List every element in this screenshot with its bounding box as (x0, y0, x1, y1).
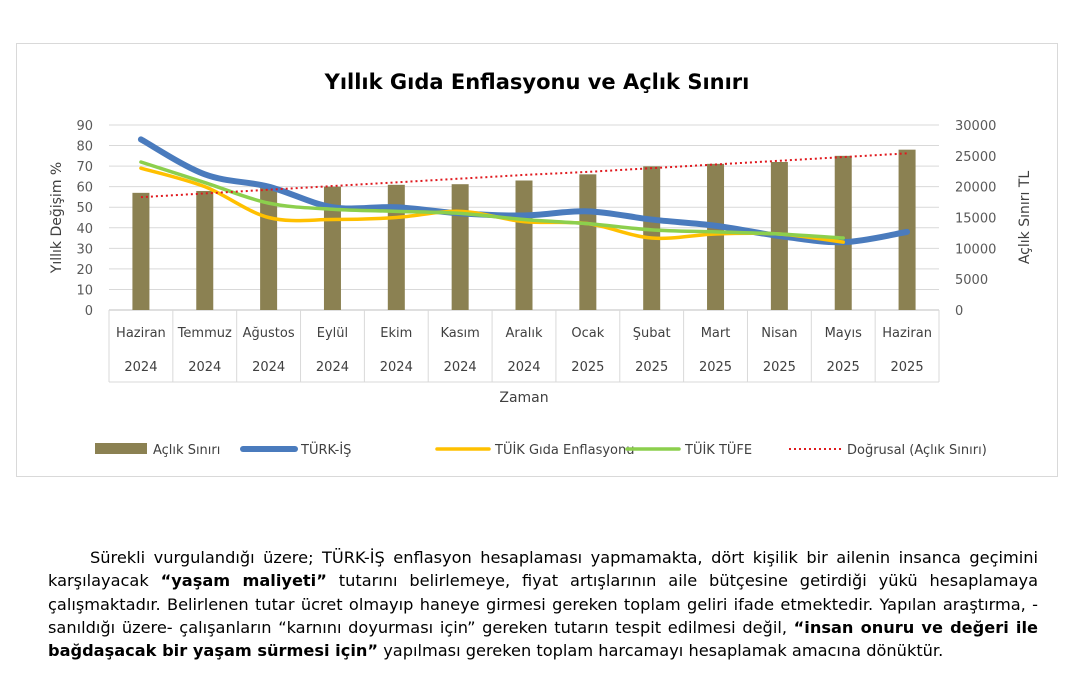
bar-aclik-siniri (515, 180, 533, 310)
legend-label: TÜİK Gıda Enflasyonu (494, 441, 635, 458)
x-tick-month: Eylül (317, 326, 348, 341)
x-tick-year: 2025 (571, 360, 604, 375)
y-left-tick-label: 40 (76, 222, 93, 237)
y-left-tick-label: 70 (76, 160, 93, 175)
y-right-axis-label: Açlık Sınırı TL (1017, 171, 1033, 265)
legend-label: Doğrusal (Açlık Sınırı) (847, 443, 987, 458)
x-tick-year: 2024 (252, 360, 285, 375)
y-left-tick-label: 80 (76, 140, 93, 155)
legend-label: Açlık Sınırı (153, 443, 220, 458)
x-tick-month: Mart (701, 326, 731, 341)
x-tick-month: Mayıs (825, 326, 862, 341)
chart-frame: Yıllık Gıda Enflasyonu ve Açlık Sınırı 0 1… (16, 43, 1058, 477)
x-tick-month: Temmuz (177, 326, 232, 341)
paragraph-text-1: Sürekli vurgulandığı üzere; TÜRK-İŞ enfl… (48, 548, 1038, 591)
x-tick-year: 2024 (188, 360, 221, 375)
x-tick-year: 2024 (316, 360, 349, 375)
y-left-tick-label: 20 (76, 263, 93, 278)
y-right-tick-label: 25000 (955, 150, 996, 165)
legend-label: TÜRK-İŞ (300, 441, 351, 458)
paragraph-text-2: tutarını belirlemeye, fiyat artışlarının… (48, 571, 1038, 637)
body-paragraph: Sürekli vurgulandığı üzere; TÜRK-İŞ enfl… (48, 546, 1038, 662)
y-right-tick-label: 5000 (955, 273, 988, 288)
bar-aclik-siniri (387, 184, 405, 310)
x-tick-month: Nisan (761, 326, 797, 341)
x-tick-year: 2024 (444, 360, 477, 375)
x-tick-year: 2025 (891, 360, 924, 375)
bar-aclik-siniri (451, 184, 469, 310)
y-right-tick-label: 10000 (955, 242, 996, 257)
x-tick-month: Haziran (882, 326, 932, 341)
x-tick-year: 2025 (763, 360, 796, 375)
paragraph-bold-2: “insan onuru ve değeri ile bağdaşacak bi… (48, 617, 1038, 660)
bar-aclik-siniri (834, 155, 852, 310)
chart-title: Yıllık Gıda Enflasyonu ve Açlık Sınırı (324, 70, 750, 94)
x-tick-year: 2024 (124, 360, 157, 375)
y-right-tick-label: 0 (955, 304, 963, 319)
x-tick-year: 2025 (635, 360, 668, 375)
bar-aclik-siniri (196, 190, 214, 310)
y-left-tick-label: 50 (76, 201, 93, 216)
x-tick-month: Ekim (380, 326, 412, 341)
legend-label: TÜİK TÜFE (684, 441, 752, 458)
bar-aclik-siniri (132, 192, 150, 310)
y-right-tick-label: 30000 (955, 119, 996, 134)
x-tick-year: 2024 (507, 360, 540, 375)
y-right-tick-label: 15000 (955, 212, 996, 227)
paragraph-bold-1: “yaşam maliyeti” (160, 571, 327, 591)
x-tick-year: 2025 (699, 360, 732, 375)
line-tuik-tufe (139, 160, 845, 240)
paragraph-text-3: yapılması gereken toplam harcamayı hesap… (378, 641, 944, 660)
x-tick-month: Haziran (116, 326, 166, 341)
y-left-tick-label: 30 (76, 242, 93, 257)
y-left-tick-label: 10 (76, 283, 93, 298)
y-left-tick-label: 60 (76, 181, 93, 196)
x-tick-month: Kasım (440, 326, 479, 341)
line-turk-is (137, 136, 911, 246)
x-tick-month: Ocak (571, 326, 604, 341)
x-tick-month: Ağustos (243, 326, 295, 341)
x-axis-label: Zaman (499, 390, 548, 406)
x-tick-year: 2024 (380, 360, 413, 375)
y-left-axis-label: Yıllık Değişim % (49, 162, 65, 274)
bar-aclik-siniri (579, 174, 597, 310)
bar-aclik-siniri (323, 186, 341, 310)
y-right-tick-label: 20000 (955, 181, 996, 196)
bar-aclik-siniri (707, 163, 725, 310)
legend-swatch-bar (95, 443, 147, 454)
y-left-tick-label: 90 (76, 119, 93, 134)
combo-chart: Yıllık Gıda Enflasyonu ve Açlık Sınırı 0 1… (49, 70, 1033, 458)
x-tick-month: Aralık (506, 326, 543, 341)
x-tick-month: Şubat (633, 326, 671, 341)
x-tick-year: 2025 (827, 360, 860, 375)
y-left-tick-label: 0 (85, 304, 93, 319)
